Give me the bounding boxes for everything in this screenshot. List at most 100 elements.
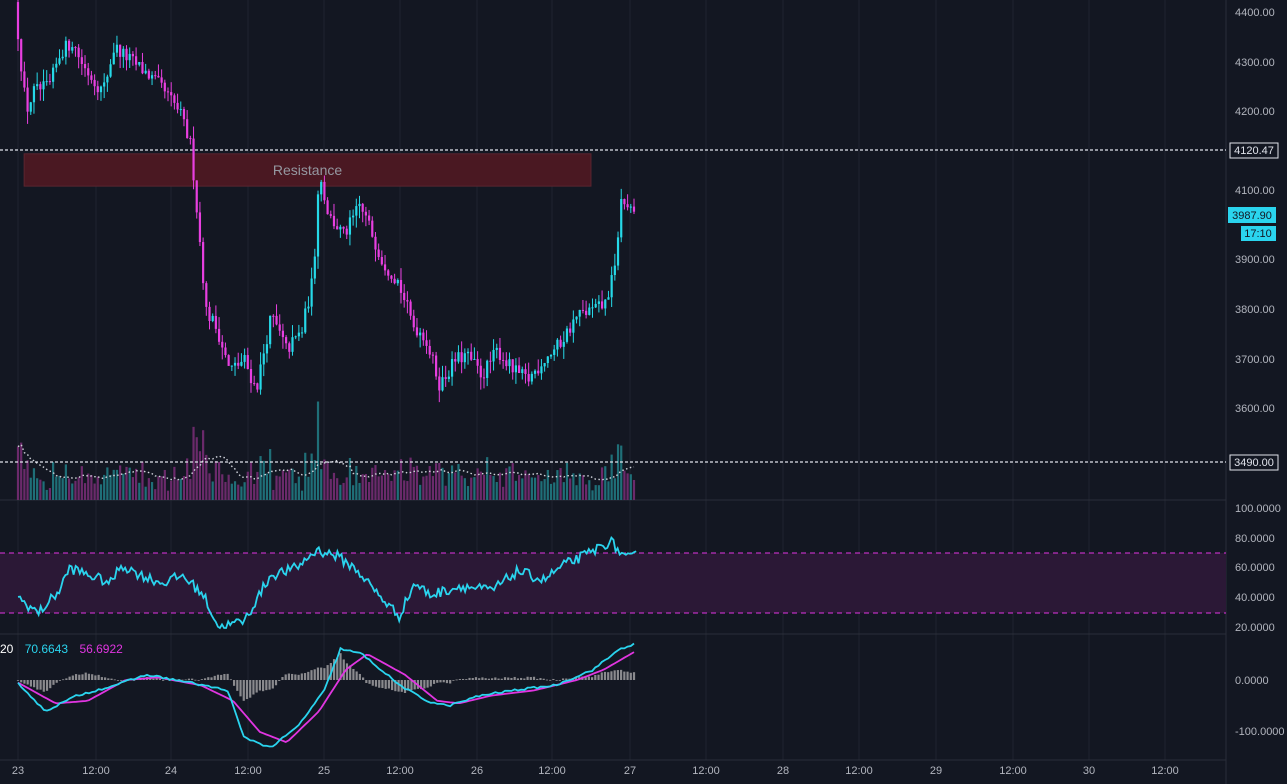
volume-bar bbox=[141, 461, 144, 500]
volume-bar bbox=[58, 475, 61, 500]
volume-bar bbox=[466, 486, 470, 500]
macd-legend-param: 20 bbox=[0, 642, 14, 656]
volume-bar bbox=[597, 485, 600, 500]
macd-histogram-bar bbox=[632, 672, 636, 680]
candle-body bbox=[339, 226, 342, 230]
rsi-tick: 20.0000 bbox=[1235, 622, 1275, 634]
macd-histogram-bar bbox=[552, 678, 555, 680]
candle-body bbox=[278, 324, 281, 331]
macd-histogram-bar bbox=[539, 678, 542, 680]
macd-histogram-bar bbox=[184, 679, 187, 681]
time-tick: 12:00 bbox=[845, 765, 873, 777]
countdown-text: 17:10 bbox=[1244, 228, 1272, 240]
macd-histogram-bar bbox=[107, 678, 110, 680]
volume-bar bbox=[374, 465, 377, 500]
volume-bar bbox=[524, 470, 527, 500]
volume-bar bbox=[543, 479, 546, 500]
volume-bar bbox=[489, 474, 492, 500]
candle-body bbox=[517, 365, 521, 374]
macd-histogram-bar bbox=[203, 678, 207, 680]
price-tick: 4100.00 bbox=[1235, 185, 1275, 197]
resistance-label: Resistance bbox=[273, 162, 342, 178]
candle-body bbox=[581, 309, 585, 311]
volume-bar bbox=[195, 437, 198, 500]
volume-bar bbox=[380, 475, 383, 500]
volume-bar bbox=[585, 484, 588, 500]
macd-histogram-bar bbox=[484, 678, 487, 680]
volume-bar bbox=[173, 466, 176, 500]
volume-bar bbox=[575, 485, 578, 500]
macd-histogram-bar bbox=[252, 680, 255, 695]
macd-histogram-bar bbox=[594, 675, 597, 680]
candle-body bbox=[415, 327, 419, 336]
time-tick: 12:00 bbox=[1151, 765, 1179, 777]
candle-body bbox=[272, 315, 275, 317]
candle-body bbox=[294, 336, 297, 338]
candle-body bbox=[217, 328, 221, 342]
candle-body bbox=[348, 217, 352, 235]
volume-bar bbox=[553, 482, 556, 500]
macd-histogram-bar bbox=[403, 680, 407, 693]
volume-bar bbox=[71, 483, 74, 500]
volume-bar bbox=[383, 470, 387, 500]
volume-bar bbox=[253, 483, 256, 500]
rsi-pane bbox=[0, 535, 1226, 630]
macd-histogram-bar bbox=[500, 678, 503, 680]
macd-histogram-bar bbox=[332, 659, 336, 680]
resistance-rect[interactable] bbox=[23, 153, 592, 187]
last-price-badge: 3987.90 17:10 bbox=[1228, 207, 1276, 241]
volume-bar bbox=[482, 474, 486, 500]
resistance-zone[interactable]: Resistance bbox=[23, 153, 592, 187]
candle-body bbox=[613, 265, 616, 276]
volume-bar bbox=[403, 480, 406, 500]
time-axis[interactable]: 23 12:00 24 12:00 25 12:00 26 12:00 27 1… bbox=[12, 765, 1179, 777]
volume-bar bbox=[572, 473, 575, 500]
macd-histogram-bar bbox=[78, 674, 81, 680]
candle-body bbox=[323, 181, 326, 201]
macd-histogram-bar bbox=[584, 675, 587, 680]
candle-body bbox=[569, 328, 572, 333]
volume-bar bbox=[205, 454, 208, 500]
candle-body bbox=[29, 102, 32, 112]
volume-bar bbox=[224, 481, 227, 500]
volume-bar bbox=[406, 481, 409, 500]
price-axis[interactable]: 4400.00 4300.00 4200.00 4100.00 3900.00 … bbox=[1235, 7, 1275, 415]
volume-bar bbox=[214, 461, 217, 500]
candle-body bbox=[578, 309, 581, 317]
macd-histogram-bar bbox=[216, 674, 220, 680]
candle-body bbox=[562, 341, 565, 347]
candle-body bbox=[435, 355, 438, 377]
candle-body bbox=[431, 354, 435, 356]
macd-histogram-bar bbox=[361, 677, 365, 680]
macd-histogram-bar bbox=[245, 680, 249, 700]
macd-histogram-bar bbox=[574, 677, 578, 680]
price-tick: 4200.00 bbox=[1235, 106, 1275, 118]
macd-histogram-bar bbox=[220, 674, 223, 680]
volume-bar bbox=[332, 472, 336, 500]
volume-bar bbox=[61, 478, 64, 500]
candle-body bbox=[221, 341, 224, 348]
candle-body bbox=[160, 77, 163, 83]
macd-histogram-bar bbox=[42, 680, 45, 692]
volume-bar bbox=[294, 483, 297, 500]
macd-histogram-bar bbox=[436, 680, 439, 683]
candle-body bbox=[476, 358, 479, 366]
macd-histogram-bar bbox=[291, 673, 294, 680]
volume-bar bbox=[479, 471, 482, 500]
volume-bar bbox=[607, 481, 610, 500]
macd-histogram-bar bbox=[84, 672, 87, 680]
volume-bar bbox=[272, 489, 275, 500]
volume-bar bbox=[304, 452, 307, 500]
rsi-tick: 40.0000 bbox=[1235, 592, 1275, 604]
volume-bar bbox=[505, 468, 508, 500]
volume-bar bbox=[109, 474, 112, 500]
candle-body bbox=[288, 343, 291, 352]
volume-bar bbox=[358, 482, 361, 500]
volume-bar bbox=[131, 477, 134, 500]
candle-body bbox=[419, 332, 422, 336]
price-candles bbox=[16, 0, 636, 403]
volume-bar bbox=[562, 482, 565, 500]
candle-body bbox=[240, 361, 243, 366]
candle-body bbox=[537, 370, 540, 374]
